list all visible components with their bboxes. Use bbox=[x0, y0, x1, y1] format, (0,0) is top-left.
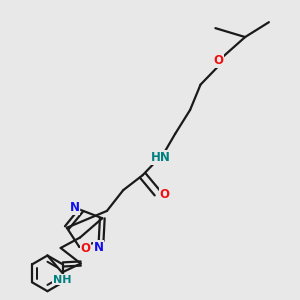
Text: N: N bbox=[70, 201, 80, 214]
Text: HN: HN bbox=[151, 151, 170, 164]
Text: NH: NH bbox=[53, 275, 71, 285]
Text: N: N bbox=[94, 241, 104, 254]
Text: O: O bbox=[81, 242, 91, 255]
Text: O: O bbox=[213, 54, 224, 67]
Text: O: O bbox=[160, 188, 170, 201]
